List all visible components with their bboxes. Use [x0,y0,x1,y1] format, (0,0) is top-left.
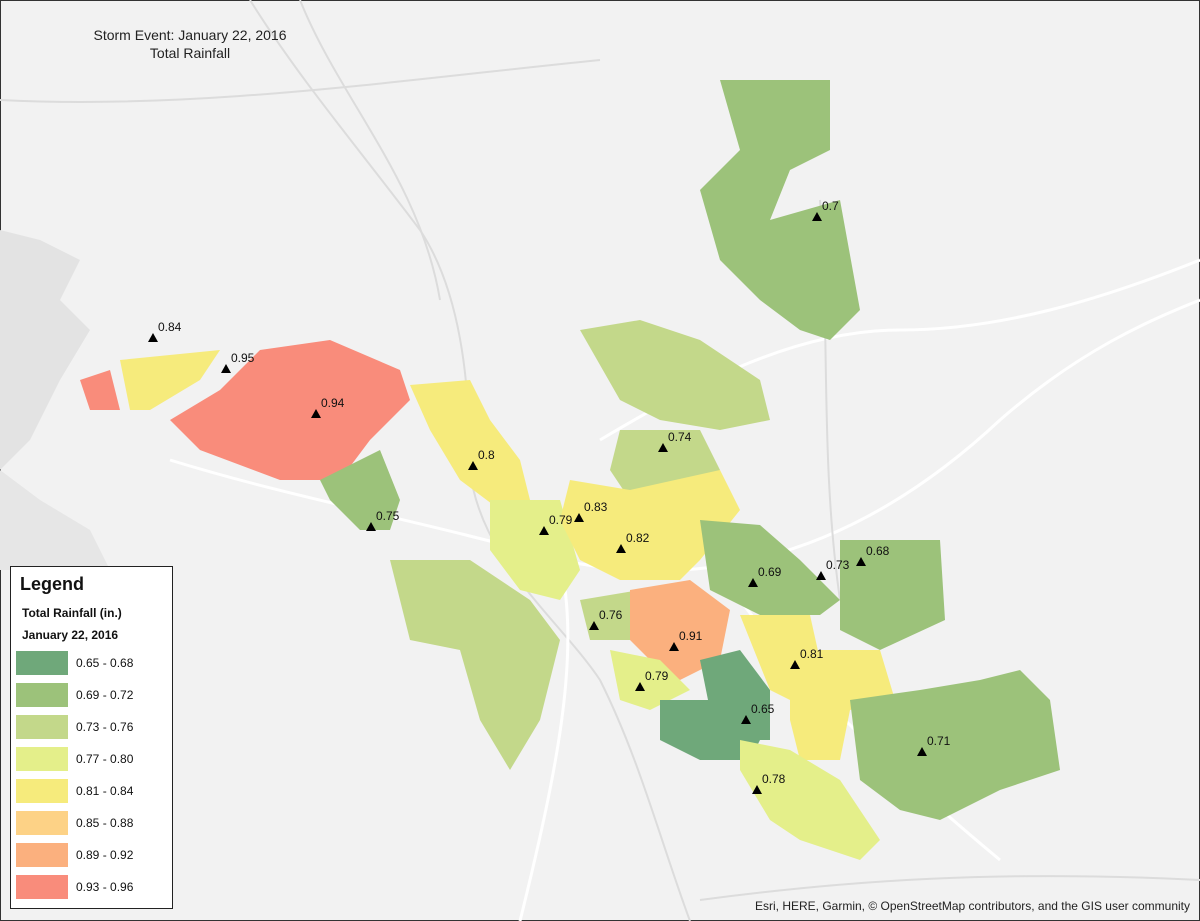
area [630,580,730,680]
gauge-marker [816,571,826,580]
legend-swatch [16,683,68,707]
rainfall-areas [80,80,1060,860]
area [410,380,530,510]
legend-field: Total Rainfall (in.) [22,606,122,620]
area [580,320,770,430]
legend-swatch [16,843,68,867]
gauge-label: 0.79 [549,513,573,527]
legend-label: 0.73 - 0.76 [76,720,134,734]
gauge-label: 0.71 [927,734,951,748]
map-subtitle: Total Rainfall [150,45,230,61]
gauge-marker [669,642,679,651]
gauge-marker [856,557,866,566]
area [120,350,220,410]
area [790,650,895,760]
gauge-marker [752,785,762,794]
gauge-label: 0.82 [626,531,650,545]
gauge-label: 0.81 [800,647,824,661]
gauge-marker [574,513,584,522]
legend-items: 0.65 - 0.68 0.69 - 0.72 0.73 - 0.76 0.77 - … [16,651,134,899]
map-title: Storm Event: January 22, 2016 [94,27,287,43]
gauge-marker [539,526,549,535]
legend-label: 0.93 - 0.96 [76,880,134,894]
gauge-marker [148,333,158,342]
gauge-label: 0.79 [645,669,669,683]
area [390,560,560,770]
area [610,650,690,710]
gauge-label: 0.7 [822,199,839,213]
gauge-marker [748,578,758,587]
gauge-marker [468,461,478,470]
legend-swatch [16,651,68,675]
gauge-marker [616,544,626,553]
area [840,540,945,650]
gauge-marker [658,443,668,452]
legend-swatch [16,747,68,771]
legend-swatch [16,779,68,803]
gauge-label: 0.75 [376,509,400,523]
gauge-marker [589,621,599,630]
area [700,650,770,740]
gauge-label: 0.84 [158,320,182,334]
gauge-label: 0.91 [679,629,703,643]
gauge-marker [366,522,376,531]
gauge-marker [741,715,751,724]
area [320,450,400,530]
gauge-label: 0.76 [599,608,623,622]
area [490,500,580,600]
area [660,700,760,760]
area [740,740,880,860]
legend-swatch [16,811,68,835]
gauge-marker [635,682,645,691]
legend-date: January 22, 2016 [22,628,118,642]
area [560,470,740,580]
legend-label: 0.77 - 0.80 [76,752,134,766]
gauges: 0.84 0.95 0.94 0.8 0.75 0.79 0.83 0.82 0.74 0.7 0.… [148,199,951,794]
legend-title: Legend [20,574,84,594]
gauge-label: 0.8 [478,448,495,462]
gauge-label: 0.73 [826,558,850,572]
legend-label: 0.81 - 0.84 [76,784,134,798]
gauge-label: 0.68 [866,544,890,558]
legend: Legend Total Rainfall (in.) January 22, … [10,566,173,909]
legend-label: 0.65 - 0.68 [76,656,134,670]
gauge-label: 0.74 [668,430,692,444]
legend-swatch [16,875,68,899]
gauge-label: 0.65 [751,702,775,716]
gauge-marker [812,212,822,221]
gauge-marker [790,660,800,669]
gauge-label: 0.83 [584,500,608,514]
gauge-label: 0.95 [231,351,255,365]
area [700,80,860,340]
legend-label: 0.85 - 0.88 [76,816,134,830]
gauge-label: 0.94 [321,396,345,410]
area [700,520,840,615]
area [80,340,410,480]
gauge-label: 0.69 [758,565,782,579]
gauge-marker [221,364,231,373]
legend-label: 0.89 - 0.92 [76,848,134,862]
legend-label: 0.69 - 0.72 [76,688,134,702]
area [850,670,1060,820]
gauge-label: 0.78 [762,772,786,786]
gauge-marker [311,409,321,418]
legend-swatch [16,715,68,739]
gauge-marker [917,747,927,756]
attribution: Esri, HERE, Garmin, © OpenStreetMap cont… [755,899,1190,913]
